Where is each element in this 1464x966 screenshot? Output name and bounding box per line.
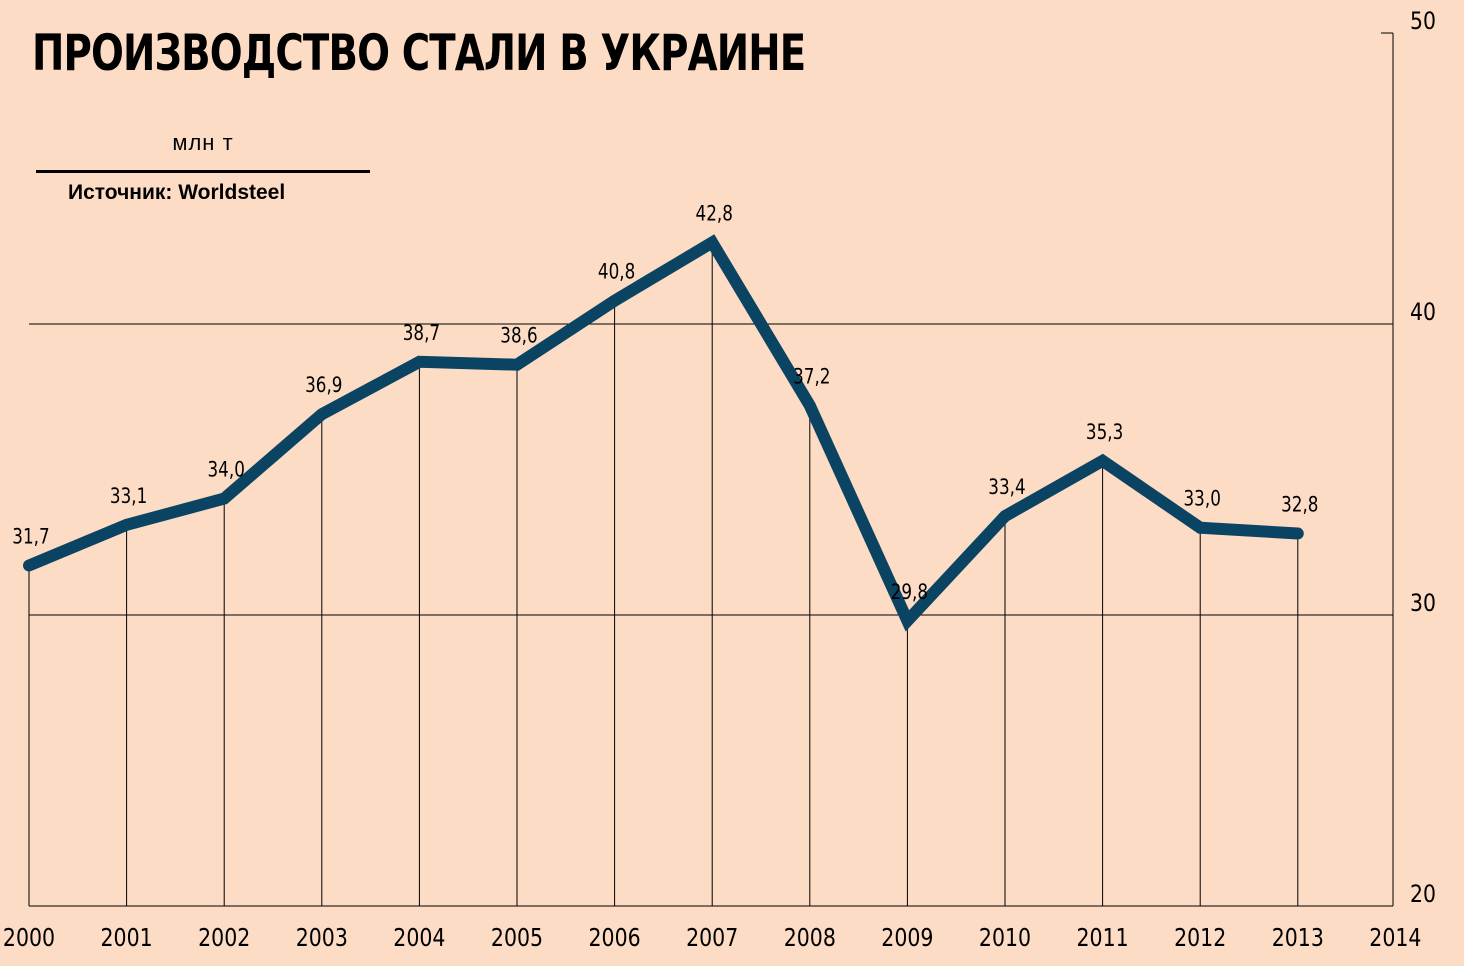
data-label: 40,8 xyxy=(598,260,635,284)
x-tick-label: 2007 xyxy=(686,924,738,952)
data-label: 33,4 xyxy=(988,475,1025,499)
y-tick-label: 20 xyxy=(1410,880,1436,908)
x-tick-label: 2010 xyxy=(979,924,1031,952)
data-label: 37,2 xyxy=(793,365,830,389)
data-label: 29,8 xyxy=(891,580,928,604)
data-labels: 31,7 33,1 34,0 36,9 38,7 38,6 40,8 42,8 37,2 29,8… xyxy=(12,202,1318,605)
x-tick-label: 2004 xyxy=(393,924,445,952)
chart-title: ПРОИЗВОДСТВО СТАЛИ В УКРАИНЕ xyxy=(32,24,806,82)
x-tick-label: 2014 xyxy=(1369,924,1421,952)
x-tick-label: 2013 xyxy=(1272,924,1324,952)
x-tick-label: 2003 xyxy=(296,924,348,952)
header-rule xyxy=(36,170,370,173)
y-axis: 20 30 40 50 xyxy=(1381,7,1436,908)
x-tick-label: 2008 xyxy=(784,924,836,952)
data-label: 38,6 xyxy=(500,324,537,348)
y-tick-label: 40 xyxy=(1410,298,1436,326)
data-label: 36,9 xyxy=(305,373,342,397)
unit-label: млн т xyxy=(172,130,234,155)
y-tick-label: 50 xyxy=(1410,7,1436,35)
data-label: 35,3 xyxy=(1086,420,1123,444)
data-label: 42,8 xyxy=(696,202,733,226)
x-tick-label: 2001 xyxy=(101,924,153,952)
x-tick-label: 2011 xyxy=(1077,924,1129,952)
series-line xyxy=(23,234,1304,632)
data-label: 33,0 xyxy=(1184,487,1221,511)
x-tick-label: 2006 xyxy=(589,924,641,952)
source-label: Источник: Worldsteel xyxy=(68,181,286,204)
data-label: 32,8 xyxy=(1281,493,1318,517)
series-steel-production xyxy=(23,234,1304,632)
x-tick-label: 2000 xyxy=(3,924,55,952)
data-label: 33,1 xyxy=(110,484,147,508)
y-tick-label: 30 xyxy=(1410,589,1436,617)
grid-lines xyxy=(28,242,1393,907)
data-label: 34,0 xyxy=(208,458,245,482)
x-tick-label: 2012 xyxy=(1174,924,1226,952)
x-tick-label: 2005 xyxy=(491,924,543,952)
data-label: 31,7 xyxy=(12,525,49,549)
x-tick-label: 2009 xyxy=(881,924,933,952)
data-label: 38,7 xyxy=(403,321,440,345)
x-axis-ticks: 2000 2001 2002 2003 2004 2005 2006 2007 2008 2009… xyxy=(3,924,1422,952)
x-tick-label: 2002 xyxy=(198,924,250,952)
